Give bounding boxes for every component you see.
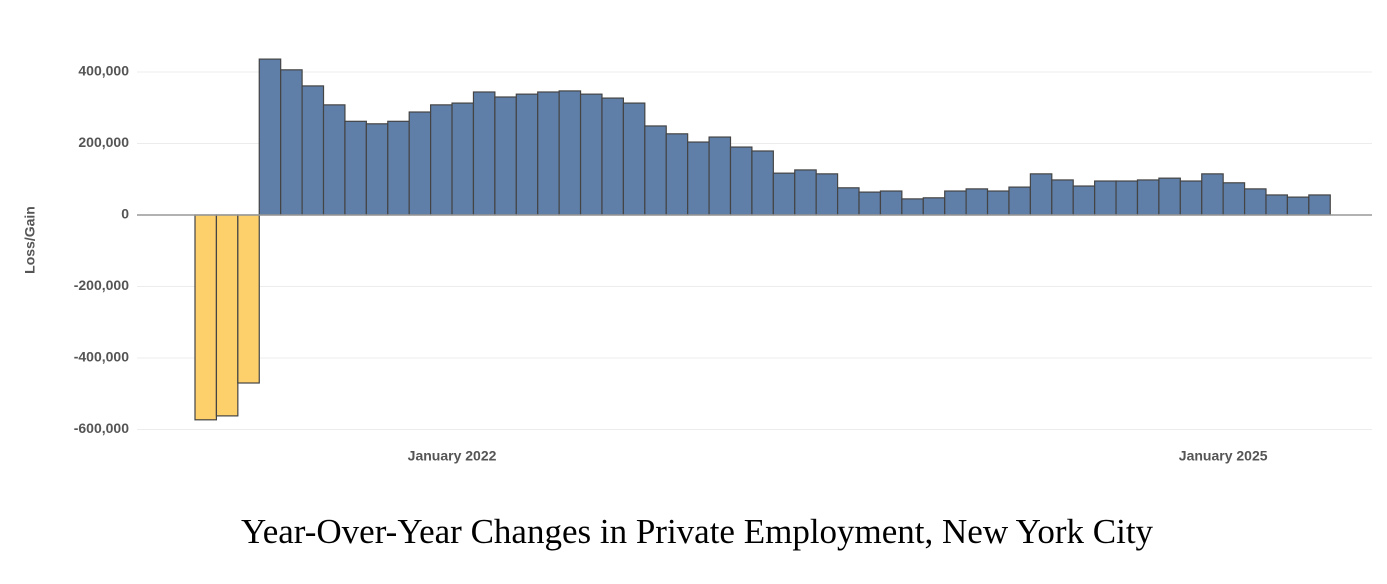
x-tick-label: January 2022: [408, 448, 497, 464]
bar: [815, 173, 839, 216]
bar: [601, 97, 624, 216]
bar: [215, 214, 239, 417]
bar: [515, 93, 539, 216]
bar: [280, 69, 303, 216]
bar: [322, 104, 346, 216]
bar: [1072, 185, 1096, 216]
bar: [558, 90, 582, 216]
bar: [472, 91, 496, 216]
bar: [1115, 180, 1139, 216]
bar: [258, 58, 282, 216]
bar: [965, 188, 989, 216]
bar: [579, 93, 603, 216]
bar: [922, 197, 946, 216]
bar: [879, 190, 903, 216]
y-tick-label: 200,000: [78, 134, 129, 150]
bar: [387, 120, 410, 216]
bar: [1008, 186, 1031, 216]
bar: [537, 91, 560, 216]
chart-title: Year-Over-Year Changes in Private Employ…: [241, 512, 1154, 551]
bar: [708, 136, 732, 216]
bar: [1265, 194, 1289, 216]
bar: [194, 214, 218, 421]
bar: [1243, 188, 1267, 216]
bar: [751, 150, 774, 216]
bar: [986, 190, 1010, 216]
y-tick-label: -200,000: [74, 277, 129, 293]
bar: [858, 191, 882, 216]
bar: [1201, 173, 1224, 216]
bar: [665, 133, 689, 216]
y-axis-label: Loss/Gain: [22, 206, 38, 274]
bar: [1286, 196, 1310, 216]
bar: [301, 85, 325, 216]
bar: [408, 111, 432, 216]
bar: [944, 190, 967, 216]
bar: [622, 102, 646, 216]
bar: [1308, 194, 1331, 216]
y-tick-label: 0: [121, 206, 129, 222]
bar: [772, 172, 796, 216]
bar: [237, 214, 260, 384]
bar: [1029, 173, 1053, 216]
bar: [901, 198, 924, 216]
bar: [687, 141, 710, 216]
bar: [1158, 177, 1181, 216]
bar: [1051, 179, 1074, 216]
bar: [836, 187, 860, 216]
bar: [451, 102, 475, 216]
bar: [794, 169, 817, 216]
bar: [1094, 180, 1117, 216]
bar: [344, 120, 367, 216]
y-tick-label: 400,000: [78, 63, 129, 79]
bar: [1136, 179, 1160, 216]
bar: [644, 125, 667, 216]
y-tick-label: -400,000: [74, 349, 129, 365]
bar: [729, 146, 753, 216]
bar: [365, 123, 389, 216]
x-tick-label: January 2025: [1179, 448, 1268, 464]
bar: [1222, 182, 1246, 216]
bar: [430, 104, 453, 216]
y-tick-label: -600,000: [74, 420, 129, 436]
bar: [494, 96, 517, 216]
bar: [1179, 180, 1203, 216]
